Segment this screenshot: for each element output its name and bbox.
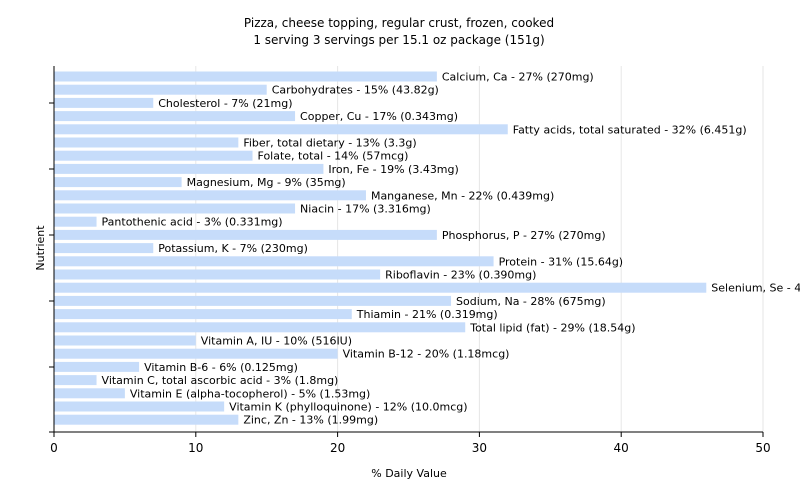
bar: [54, 414, 239, 425]
bar-label: Magnesium, Mg - 9% (35mg): [187, 176, 346, 189]
chart-subtitle: 1 serving 3 servings per 15.1 oz package…: [253, 33, 544, 47]
bar-label: Copper, Cu - 17% (0.343mg): [300, 110, 458, 123]
bar: [54, 111, 296, 122]
bar: [54, 84, 267, 95]
bar: [54, 203, 296, 214]
bar-label: Sodium, Na - 28% (675mg): [456, 295, 606, 308]
bar: [54, 177, 182, 188]
bar-label: Carbohydrates - 15% (43.82g): [272, 84, 439, 97]
x-tick-label: 20: [330, 441, 345, 455]
bar: [54, 71, 437, 82]
bar: [54, 216, 97, 227]
bar: [54, 295, 452, 306]
bar-label: Zinc, Zn - 13% (1.99mg): [243, 414, 378, 427]
x-tick-label: 0: [50, 441, 58, 455]
bar-label: Calcium, Ca - 27% (270mg): [442, 71, 594, 84]
bar: [54, 388, 125, 399]
y-axis-title: Nutrient: [34, 225, 47, 271]
bar: [54, 137, 239, 148]
bar: [54, 375, 97, 386]
bar: [54, 97, 154, 108]
bar-label: Fatty acids, total saturated - 32% (6.45…: [513, 123, 747, 136]
bar-label: Vitamin A, IU - 10% (516IU): [201, 335, 352, 348]
bar: [54, 243, 154, 254]
x-tick-label: 50: [755, 441, 770, 455]
bar-label: Selenium, Se - 46% (32.5mcg): [711, 282, 800, 295]
bar: [54, 348, 338, 359]
bar: [54, 190, 366, 201]
bar-label: Vitamin B-6 - 6% (0.125mg): [144, 361, 298, 374]
bar-label: Potassium, K - 7% (230mg): [158, 242, 308, 255]
bar: [54, 256, 494, 267]
bar-labels: Calcium, Ca - 27% (270mg)Carbohydrates -…: [102, 71, 800, 427]
bar: [54, 269, 381, 280]
bar-label: Iron, Fe - 19% (3.43mg): [328, 163, 458, 176]
bar-label: Vitamin E (alpha-tocopherol) - 5% (1.53m…: [130, 387, 370, 400]
bar-label: Total lipid (fat) - 29% (18.54g): [469, 321, 635, 334]
bar-label: Vitamin K (phylloquinone) - 12% (10.0mcg…: [229, 401, 467, 414]
bar-label: Vitamin B-12 - 20% (1.18mcg): [343, 348, 510, 361]
bar-label: Riboflavin - 23% (0.390mg): [385, 269, 536, 282]
bar: [54, 229, 437, 240]
x-tick-label: 40: [614, 441, 629, 455]
bar-label: Manganese, Mn - 22% (0.439mg): [371, 189, 554, 202]
bar-label: Protein - 31% (15.64g): [499, 255, 624, 268]
bar-label: Cholesterol - 7% (21mg): [158, 97, 292, 110]
bar: [54, 361, 140, 372]
bar: [54, 335, 196, 346]
bar-label: Folate, total - 14% (57mcg): [258, 150, 409, 163]
bar: [54, 124, 508, 135]
bar-label: Niacin - 17% (3.316mg): [300, 203, 431, 216]
bar-label: Thiamin - 21% (0.319mg): [356, 308, 498, 321]
bar-label: Fiber, total dietary - 13% (3.3g): [243, 137, 416, 150]
bar-label: Phosphorus, P - 27% (270mg): [442, 229, 606, 242]
bar: [54, 282, 707, 293]
bar: [54, 309, 352, 320]
bar: [54, 401, 225, 412]
bar-label: Pantothenic acid - 3% (0.331mg): [102, 216, 283, 229]
bar: [54, 322, 466, 333]
bar: [54, 163, 324, 174]
x-tick-label: 30: [472, 441, 487, 455]
chart-title: Pizza, cheese topping, regular crust, fr…: [244, 16, 554, 30]
bar-label: Vitamin C, total ascorbic acid - 3% (1.8…: [102, 374, 339, 387]
x-tick-label: 10: [188, 441, 203, 455]
axes: 0 10 20 30 40 50: [49, 66, 771, 455]
bars: [54, 71, 707, 425]
bar: [54, 150, 253, 161]
x-axis-title: % Daily Value: [371, 467, 447, 480]
